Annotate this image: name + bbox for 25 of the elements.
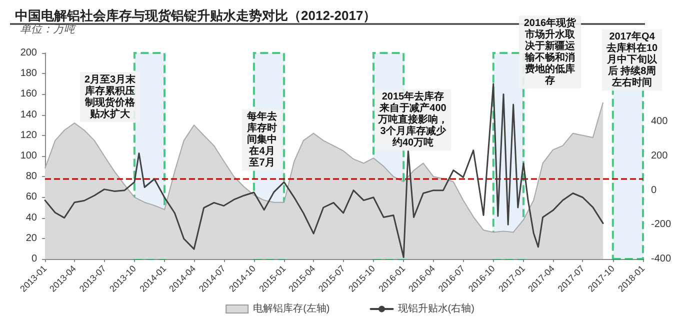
y-tick-label: 120	[20, 130, 38, 141]
y-tick-label: 140	[20, 109, 38, 120]
y-tick-label: 80	[26, 171, 38, 182]
legend-label: 电解铝库存(左轴)	[253, 302, 330, 314]
legend-label: 现铝升贴水(右轴)	[398, 302, 474, 314]
y-tick-label: 60	[26, 192, 38, 203]
y-tick-label: 200	[20, 48, 38, 58]
y2-tick-label: 0	[651, 184, 657, 196]
y-axis-title: 单位：万吨	[20, 22, 77, 36]
y-tick-label: 40	[26, 212, 38, 224]
y2-tick-label: -400	[651, 254, 672, 264]
annotation: 每年去库存时间集中在4月至7月	[246, 110, 277, 168]
y2-tick-label: 400	[651, 116, 668, 128]
y2-tick-label: -200	[651, 219, 672, 230]
chart-title: 中国电解铝社会库存与现货铝锭升贴水走势对比（2012-2017）	[15, 8, 376, 23]
annotation: 2016年现货市场升水取决于新疆运输不畅和消费地的低库存	[524, 16, 578, 86]
y-tick-label: 100	[20, 150, 38, 162]
y-tick-label: 0	[31, 254, 38, 264]
annotation: 2017年Q4去库料在10月中下旬以后 持续8周左右时间	[605, 30, 658, 88]
y-tick-label: 160	[20, 88, 38, 100]
y-tick-label: 180	[20, 68, 38, 80]
annotation: 2015年去库存来自于减产400万吨直接影响，3个月库存减少约40万吨	[377, 90, 448, 148]
annotation: 2月至3月末库存累积压制现货价格贴水扩大	[84, 73, 137, 120]
y2-tick-label: 200	[651, 150, 668, 162]
y-tick-label: 20	[26, 232, 38, 244]
